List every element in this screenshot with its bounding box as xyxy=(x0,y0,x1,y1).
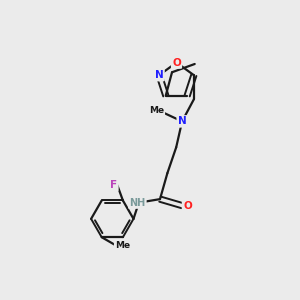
Text: N: N xyxy=(178,116,187,126)
Text: Me: Me xyxy=(115,241,130,250)
Text: Me: Me xyxy=(149,106,164,115)
Text: F: F xyxy=(110,180,117,190)
Text: O: O xyxy=(172,58,181,68)
Text: NH: NH xyxy=(129,198,146,208)
Text: N: N xyxy=(155,70,164,80)
Text: O: O xyxy=(183,201,192,211)
